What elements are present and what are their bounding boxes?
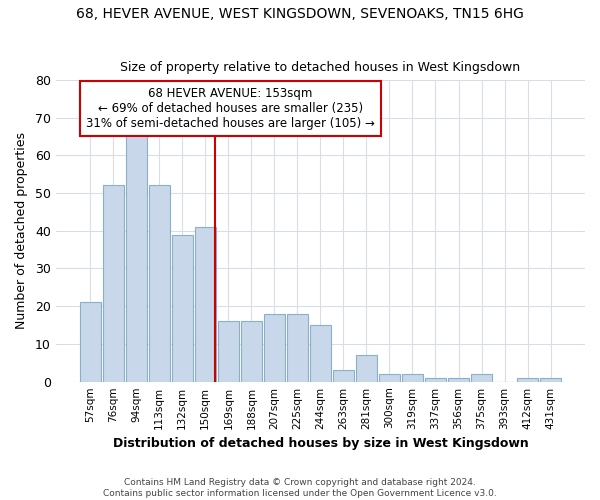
Text: 68, HEVER AVENUE, WEST KINGSDOWN, SEVENOAKS, TN15 6HG: 68, HEVER AVENUE, WEST KINGSDOWN, SEVENO… xyxy=(76,8,524,22)
Bar xyxy=(264,314,285,382)
Bar xyxy=(241,322,262,382)
Bar xyxy=(103,186,124,382)
Title: Size of property relative to detached houses in West Kingsdown: Size of property relative to detached ho… xyxy=(121,62,520,74)
Bar xyxy=(126,125,146,382)
Bar xyxy=(149,186,170,382)
X-axis label: Distribution of detached houses by size in West Kingsdown: Distribution of detached houses by size … xyxy=(113,437,528,450)
Bar xyxy=(471,374,492,382)
Bar xyxy=(195,227,215,382)
Bar xyxy=(333,370,354,382)
Bar xyxy=(425,378,446,382)
Bar xyxy=(356,356,377,382)
Bar xyxy=(310,325,331,382)
Bar xyxy=(80,302,101,382)
Bar xyxy=(218,322,239,382)
Bar xyxy=(517,378,538,382)
Bar xyxy=(172,234,193,382)
Bar xyxy=(540,378,561,382)
Text: 68 HEVER AVENUE: 153sqm
← 69% of detached houses are smaller (235)
31% of semi-d: 68 HEVER AVENUE: 153sqm ← 69% of detache… xyxy=(86,88,375,130)
Bar xyxy=(287,314,308,382)
Text: Contains HM Land Registry data © Crown copyright and database right 2024.
Contai: Contains HM Land Registry data © Crown c… xyxy=(103,478,497,498)
Bar xyxy=(448,378,469,382)
Bar xyxy=(402,374,423,382)
Y-axis label: Number of detached properties: Number of detached properties xyxy=(15,132,28,330)
Bar xyxy=(379,374,400,382)
